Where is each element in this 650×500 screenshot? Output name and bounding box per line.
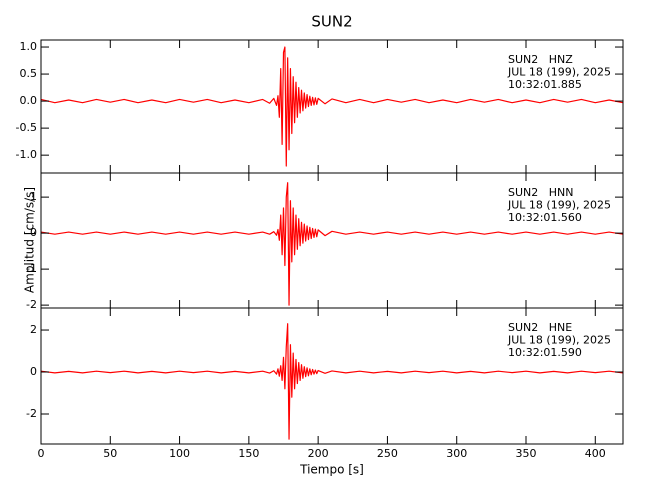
x-tick-label: 100 — [169, 447, 190, 460]
y-tick-label: -1 — [26, 262, 37, 275]
x-axis-label: Tiempo [s] — [299, 463, 364, 477]
y-tick-label: 0 — [30, 365, 37, 378]
y-tick-label: -2 — [26, 407, 37, 420]
trace-line — [40, 182, 624, 306]
x-tick-label: 0 — [38, 447, 45, 460]
annotation: SUN2 HNZ — [508, 53, 573, 66]
panel-frame — [40, 307, 624, 445]
y-tick-label: 0 — [30, 226, 37, 239]
annotation: JUL 18 (199), 2025 — [507, 199, 611, 212]
y-tick-label: 1.0 — [20, 40, 38, 53]
x-tick-label: 400 — [585, 447, 606, 460]
chart-title: SUN2 — [311, 13, 352, 31]
y-tick-label: -1.0 — [16, 148, 37, 161]
y-tick-label: 2 — [30, 323, 37, 336]
y-tick-label: 1 — [30, 190, 37, 203]
y-tick-label: 0.5 — [20, 67, 38, 80]
x-tick-label: 350 — [516, 447, 537, 460]
y-tick-label: -0.5 — [16, 121, 37, 134]
annotation: SUN2 HNN — [508, 186, 573, 199]
trace-line — [40, 46, 624, 167]
x-tick-label: 50 — [103, 447, 117, 460]
x-tick-label: 300 — [446, 447, 467, 460]
annotation: JUL 18 (199), 2025 — [507, 334, 611, 347]
trace-line — [40, 323, 624, 440]
y-axis-label: Amplitud [cm/s/s] — [23, 187, 37, 293]
x-tick-label: 150 — [238, 447, 259, 460]
annotation: 10:32:01.590 — [508, 346, 582, 359]
x-tick-label: 200 — [308, 447, 329, 460]
annotation: 10:32:01.560 — [508, 211, 582, 224]
annotation: 10:32:01.885 — [508, 78, 582, 91]
annotation: SUN2 HNE — [508, 321, 572, 334]
y-tick-label: 0.0 — [20, 94, 38, 107]
x-tick-label: 250 — [377, 447, 398, 460]
y-tick-label: -2 — [26, 298, 37, 311]
annotation: JUL 18 (199), 2025 — [507, 66, 611, 79]
